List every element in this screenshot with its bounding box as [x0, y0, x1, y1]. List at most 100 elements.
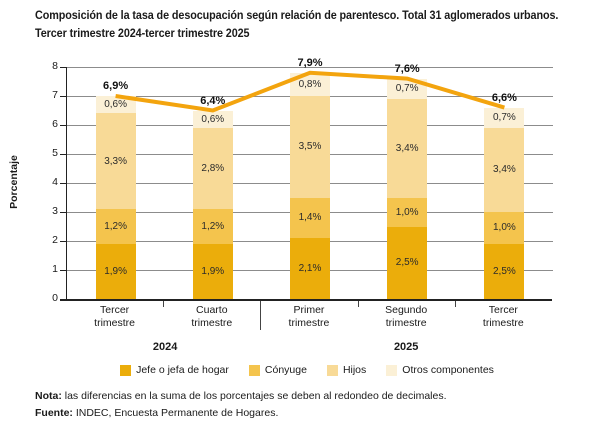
gridline-y8 [67, 67, 553, 68]
category-boundary-tick [357, 301, 359, 307]
y-tick-mark-8 [60, 67, 66, 68]
bar-segment: 0,6% [95, 96, 136, 114]
stacked-bar-1: 1,9% 1,2% 3,3% 0,6% [95, 96, 136, 299]
x-category-label-3: Primer trimestre [288, 304, 330, 329]
y-tick-mark-1 [60, 270, 66, 271]
bar-segment-label: 2,8% [201, 163, 225, 175]
bar-segment-label: 3,3% [104, 155, 127, 167]
bar-segment-label: 3,5% [298, 141, 322, 153]
title-line2: Tercer trimestre 2024-tercer trimestre 2… [35, 26, 250, 40]
stacked-bar-2: 1,9% 1,2% 2,8% 0,6% [192, 110, 233, 299]
plot-area: 1,9% 1,2% 3,3% 0,6% 1,9% 1,2% 2,8% 0,6% 2,1% 1,4%… [66, 57, 553, 299]
bar-segment: 3,4% [484, 127, 525, 213]
bar-segment: 1,9% [95, 243, 136, 299]
y-tick-label-1: 1 [52, 263, 58, 275]
bar-segment-label: 0,7% [395, 83, 419, 95]
bar-segment: 3,3% [95, 113, 136, 210]
category-boundary-tick [454, 301, 456, 307]
year-divider-tick [260, 301, 262, 330]
bar-segment-label: 1,9% [104, 265, 127, 277]
y-tick-label-4: 4 [52, 176, 58, 188]
bar-segment: 1,0% [387, 197, 428, 227]
bar-segment-label: 1,4% [298, 212, 322, 224]
bar-segment-label: 1,9% [201, 265, 225, 277]
total-label-2: 6,4% [200, 94, 226, 107]
note: Nota: las diferencias en la suma de los … [35, 390, 447, 402]
bar-segment: 3,5% [290, 96, 330, 198]
legend-label: Otros componentes [402, 364, 494, 376]
bar-segment: 0,7% [484, 107, 525, 128]
y-tick-label-8: 8 [52, 60, 58, 72]
y-tick-label-6: 6 [52, 118, 58, 130]
bar-segment: 2,5% [484, 243, 525, 299]
year-label-2025: 2025 [393, 341, 419, 353]
legend-swatch-icon [120, 364, 132, 376]
stacked-bar-5: 2,5% 1,0% 3,4% 0,7% [484, 107, 525, 299]
legend-swatch-icon [386, 364, 398, 376]
total-label-5: 6,6% [491, 91, 517, 104]
bar-segment-label: 0,6% [104, 99, 127, 111]
y-tick-label-0: 0 [52, 292, 58, 304]
total-label-1: 6,9% [103, 80, 129, 92]
legend-label: Hijos [342, 364, 367, 376]
bar-segment-label: 1,0% [395, 206, 419, 218]
bar-segment-label: 0,7% [492, 112, 516, 124]
x-category-label-5: Tercer trimestre [482, 304, 524, 329]
source: Fuente: INDEC, Encuesta Permanente de Ho… [35, 407, 278, 419]
bar-segment-label: 0,6% [201, 113, 225, 125]
total-label-3: 7,9% [297, 56, 323, 69]
y-tick-label-3: 3 [52, 205, 58, 217]
note-text: las diferencias en la suma de los porcen… [61, 390, 447, 402]
x-category-label-4: Segundo trimestre [385, 304, 428, 329]
bar-segment: 3,4% [387, 98, 428, 198]
stacked-bar-3: 2,1% 1,4% 3,5% 0,8% [290, 72, 330, 299]
bar-segment-label: 2,5% [395, 257, 419, 269]
legend-item: Cónyuge [248, 364, 307, 376]
y-tick-mark-3 [60, 212, 66, 213]
y-tick-mark-5 [60, 154, 66, 155]
legend-item: Hijos [326, 364, 367, 376]
category-boundary-tick [163, 301, 165, 307]
title-line1: Composición de la tasa de desocupación s… [35, 8, 559, 22]
bar-segment-label: 3,4% [492, 164, 516, 176]
bar-segment-label: 0,8% [298, 78, 322, 90]
bar-segment-label: 2,1% [298, 263, 322, 275]
bar-segment: 1,2% [95, 209, 136, 244]
y-tick-mark-4 [60, 183, 66, 184]
bar-segment: 2,8% [192, 127, 233, 210]
bar-segment: 1,2% [192, 209, 233, 244]
x-category-label-2: Cuarto trimestre [191, 304, 233, 329]
legend-label: Cónyuge [264, 364, 307, 376]
legend: Jefe o jefa de hogar Cónyuge Hijos Otros co… [0, 364, 614, 376]
bar-segment: 2,5% [387, 226, 428, 299]
total-rate-line [115, 70, 505, 113]
y-tick-label-2: 2 [52, 234, 58, 246]
bar-segment: 1,0% [484, 212, 525, 244]
stacked-bar-4: 2,5% 1,0% 3,4% 0,7% [387, 78, 428, 299]
y-axis-title: Porcentaje [8, 155, 20, 209]
bar-segment-label: 3,4% [395, 142, 419, 154]
bar-segment: 1,4% [290, 197, 330, 239]
x-axis-labels: Tercer trimestre Cuarto trimestre Primer t… [66, 304, 552, 330]
bar-segment-label: 1,0% [492, 222, 516, 234]
total-label-4: 7,6% [394, 62, 420, 75]
y-tick-label-5: 5 [52, 147, 58, 159]
bar-segment: 2,1% [290, 238, 330, 299]
legend-swatch-icon [326, 364, 338, 376]
y-tick-label-7: 7 [52, 89, 58, 101]
bar-segment-label: 2,5% [492, 265, 516, 277]
y-tick-mark-2 [60, 241, 66, 242]
legend-label: Jefe o jefa de hogar [136, 364, 229, 376]
bar-segment-label: 1,2% [104, 221, 127, 232]
bar-segment: 1,9% [192, 243, 233, 299]
legend-swatch-icon [248, 364, 260, 376]
y-tick-mark-6 [60, 125, 66, 126]
x-category-label-1: Tercer trimestre [94, 304, 136, 329]
note-prefix: Nota: [35, 390, 62, 402]
legend-item: Jefe o jefa de hogar [120, 364, 229, 376]
x-axis-line [60, 299, 552, 301]
source-text: INDEC, Encuesta Permanente de Hogares. [72, 407, 279, 419]
bar-segment: 0,7% [387, 78, 428, 99]
y-tick-mark-7 [60, 96, 66, 97]
